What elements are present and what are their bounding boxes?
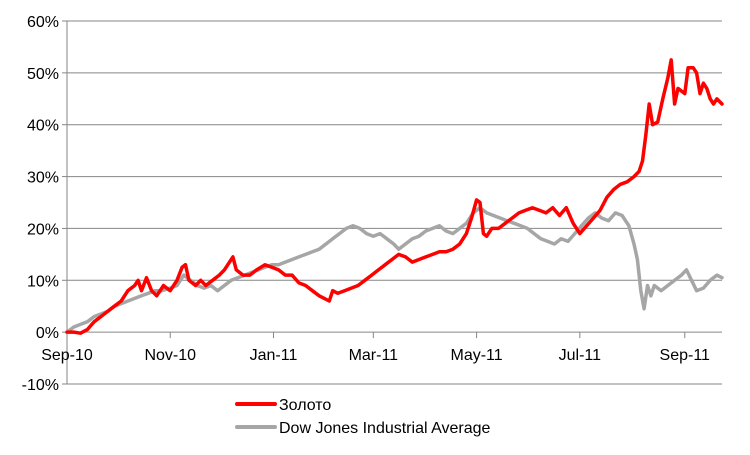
y-tick-label-4: 30% [27, 170, 59, 187]
x-tick-label-6: Sep-11 [660, 347, 711, 364]
y-tick-label-5: 40% [27, 118, 59, 135]
x-tick-label-4: May-11 [451, 347, 503, 364]
y-tick-label-2: 10% [27, 273, 59, 290]
y-tick-label-1: 0% [36, 325, 59, 342]
x-axis: Sep-10 Nov-10 Jan-11 Mar-11 May-11 Jul-11 Sep-… [41, 331, 722, 364]
x-tick-label-3: Mar-11 [349, 347, 399, 364]
x-tick-label-2: Jan-11 [250, 347, 298, 364]
y-axis: -10% 0% 10% 20% 30% 40% 50% 60% [22, 14, 68, 394]
y-tick-label-3: 20% [27, 221, 59, 238]
legend-label-1: Dow Jones Industrial Average [279, 420, 490, 437]
y-tick-label-7: 60% [27, 14, 59, 31]
x-tick-label-1: Nov-10 [144, 347, 196, 364]
series-line-0 [65, 58, 724, 335]
x-tick-label-0: Sep-10 [41, 347, 93, 364]
legend-label-0: Золото [279, 397, 331, 414]
y-tick-label-6: 50% [27, 66, 59, 83]
x-tick-label-5: Jul-11 [559, 347, 601, 364]
legend: Золото Dow Jones Industrial Average [235, 397, 490, 437]
series-line-1 [65, 205, 724, 334]
series-lines [65, 58, 724, 335]
gridlines [67, 20, 722, 385]
y-tick-label-0: -10% [22, 377, 59, 394]
